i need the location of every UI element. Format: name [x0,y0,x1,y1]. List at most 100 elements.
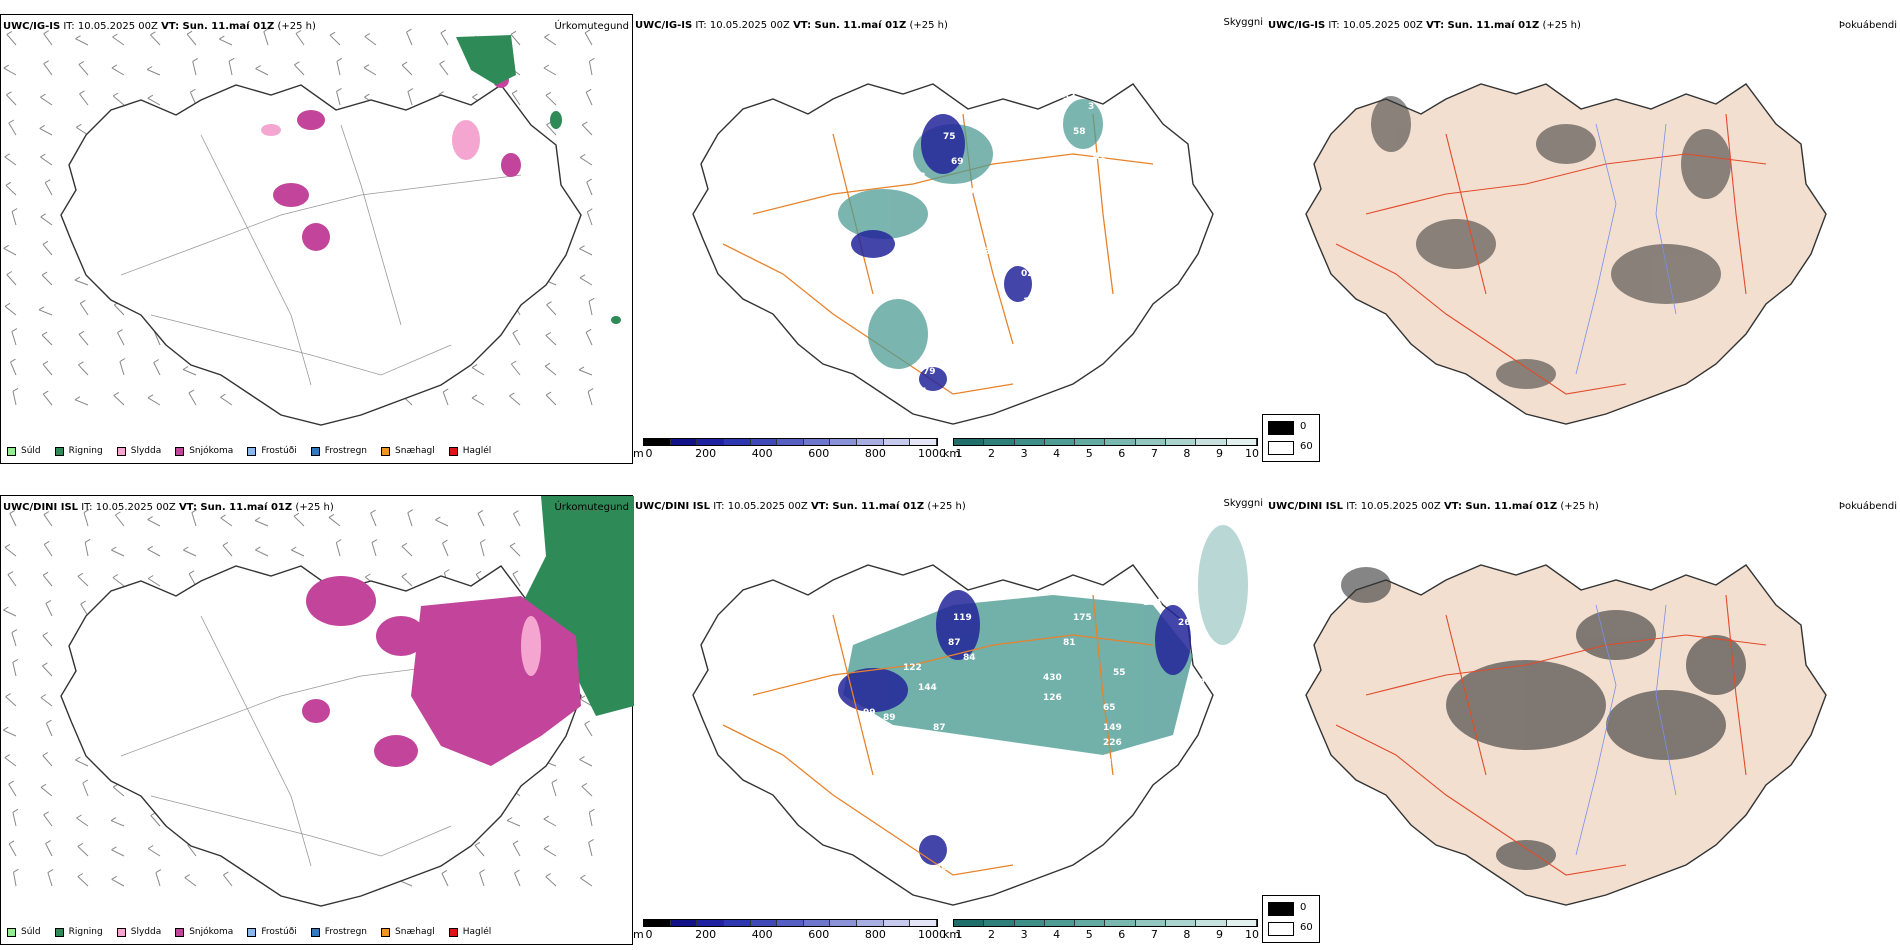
cloud-base-number: 01 [915,387,928,397]
panel-variable: Þokuábendi [1838,501,1897,512]
legend-swatch [116,927,126,937]
fog-legend: 0 60 [1262,895,1320,943]
wind-barb [578,369,593,376]
wind-barb-flag [543,64,550,69]
colorbar-tick: 400 [751,928,773,941]
wind-barb [228,61,233,76]
wind-barb-flag [147,845,154,849]
legend-label: Snæhagl [395,927,435,937]
legend-label: Haglél [462,927,492,937]
wind-barb-flag [578,366,585,371]
wind-barb-flag [474,841,481,846]
wind-barb-flag [79,299,86,304]
wind-barb [401,545,413,557]
wind-barb [329,34,341,46]
fog-map-row1 [1305,83,1827,425]
wind-barb-flag [263,28,270,33]
wind-barb-flag [545,331,552,336]
wind-barb-flag [406,28,412,33]
rain-areas [521,496,634,716]
wind-barb [82,782,89,797]
wind-barb [79,303,89,316]
legend-swatch [54,927,64,937]
wind-barb [150,34,161,46]
wind-barb [255,549,269,557]
legend-item: Slydda [116,446,161,456]
wind-barb [12,662,17,677]
wind-barb [585,332,593,346]
wind-barb-flag [112,33,118,38]
wind-barb-flag [78,361,84,366]
wind-barb-flag [112,574,119,578]
wind-barb [510,363,521,376]
wind-barb-flag [182,366,189,370]
colorbar-tick: 200 [695,447,717,460]
cloud-base-number: 87 [933,723,946,733]
fog-legend-label: 60 [1300,922,1313,933]
wind-barb-flag [188,570,195,575]
wind-barb-flag [545,391,552,396]
colorbar-box [1135,920,1167,926]
cloud-base-number: 75 [943,132,956,142]
wind-barb [111,849,125,857]
wind-barb [45,603,53,617]
wind-barb [45,843,53,857]
wind-barb [8,783,17,797]
wind-barb-flag [10,358,16,363]
wind-barb [11,331,17,346]
colorbar-box [883,439,911,445]
wind-barb [291,549,305,557]
colorbar-box [750,920,778,926]
precip-panel-row1: UWC/IG-IS IT: 10.05.2025 00Z VT: Sun. 11… [0,14,633,464]
legend-swatch [7,446,16,456]
wind-barb-flag [580,874,586,879]
wind-barb [406,31,413,46]
cloud-base-number: 3 [1088,102,1094,112]
wind-barb [512,573,521,587]
wind-barb-flag [11,208,18,213]
cloud-base-number: 226 [1103,738,1122,748]
wind-barb-flag [12,387,19,392]
cloud-base-number: 13 [1023,297,1036,307]
wind-barb-flag [441,869,448,874]
colorbar-box [1014,439,1045,445]
wind-barb-flag [514,869,520,874]
wind-barb-flag [74,276,81,281]
panel-title: UWC/IG-IS IT: 10.05.2025 00Z VT: Sun. 11… [3,21,316,32]
wind-barb-flag [83,509,90,514]
wind-barb [579,698,593,707]
panel-variable: Úrkomutegund [554,502,629,513]
wind-barb-flag [13,868,19,873]
wind-barb [401,64,413,76]
wind-barb [42,635,53,647]
wind-barb [588,842,593,857]
cloud-base-number: 32 [1063,92,1076,102]
legend-label: Snjókoma [189,927,234,937]
panel-title: UWC/IG-IS IT: 10.05.2025 00Z VT: Sun. 11… [635,20,948,31]
wind-barb [8,843,17,857]
colorbar-unit: m [633,928,644,941]
wind-barb-flag [220,514,226,519]
wind-barb-flag [581,782,588,787]
fog-shading [1341,567,1746,870]
cloud-base-number: 224 [918,738,937,748]
colorbar-box [777,920,804,926]
wind-barb [579,759,593,767]
colorbar-tick: 3 [1020,928,1028,941]
wind-barb-flag [336,87,342,92]
wind-barb-flag [76,123,82,128]
colorbar-box [1166,439,1197,445]
colorbar-tick: 9 [1215,447,1223,460]
wind-barb-flag [220,393,226,398]
wind-barb-flag [186,30,193,35]
wind-barb-flag [11,328,18,333]
fog-legend-swatch [1268,441,1294,455]
wind-barb-flag [545,873,551,878]
cloud-base-number: 41 [1093,152,1106,162]
wind-barb-flag [77,842,84,847]
colorbar-box [644,920,671,926]
wind-barb-flag [153,359,159,363]
wind-barb-flag [112,92,119,97]
